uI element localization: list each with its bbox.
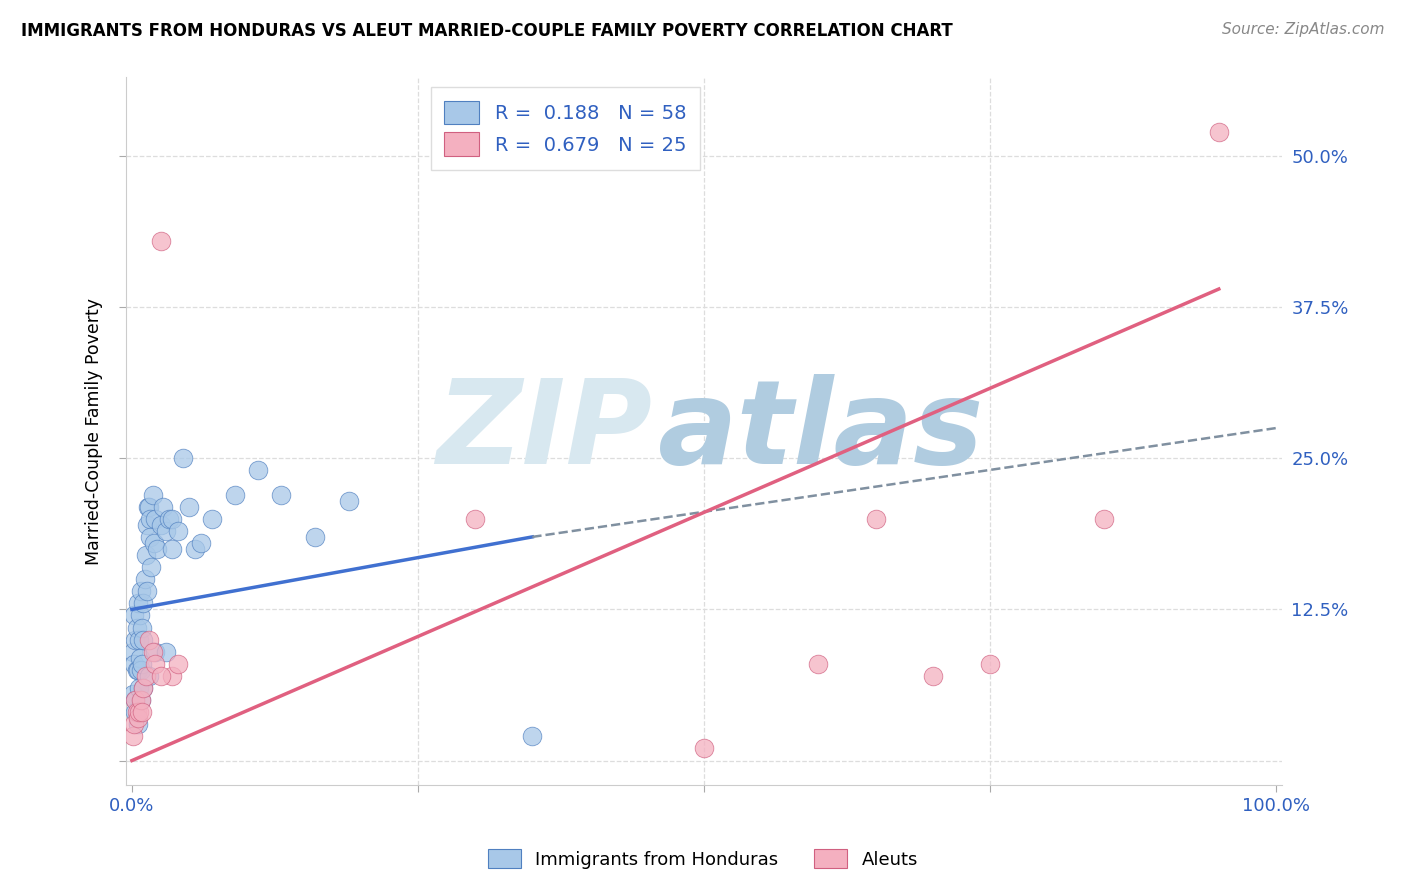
Point xyxy=(135,548,157,562)
Point xyxy=(129,584,152,599)
Point xyxy=(124,705,146,719)
Point xyxy=(146,541,169,556)
Point xyxy=(122,608,145,623)
Point xyxy=(135,517,157,532)
Point xyxy=(139,530,162,544)
Point xyxy=(125,705,148,719)
Point xyxy=(122,717,145,731)
Point xyxy=(122,645,145,659)
Point xyxy=(337,493,360,508)
Point xyxy=(143,512,166,526)
Point xyxy=(143,645,166,659)
Point xyxy=(149,669,172,683)
Point xyxy=(179,500,201,514)
Point xyxy=(127,596,149,610)
Point xyxy=(166,657,188,671)
Point xyxy=(132,681,155,695)
Point xyxy=(128,681,150,695)
Point xyxy=(125,663,148,677)
Point xyxy=(201,512,224,526)
Point xyxy=(921,669,943,683)
Point xyxy=(149,517,172,532)
Point xyxy=(131,657,153,671)
Point xyxy=(1208,125,1230,139)
Point xyxy=(142,536,165,550)
Point xyxy=(124,693,146,707)
Point xyxy=(135,669,157,683)
Point xyxy=(246,463,269,477)
Point xyxy=(143,657,166,671)
Text: IMMIGRANTS FROM HONDURAS VS ALEUT MARRIED-COUPLE FAMILY POVERTY CORRELATION CHAR: IMMIGRANTS FROM HONDURAS VS ALEUT MARRIE… xyxy=(21,22,953,40)
Point xyxy=(131,705,153,719)
Point xyxy=(135,584,157,599)
Point xyxy=(129,693,152,707)
Point xyxy=(127,663,149,677)
Point xyxy=(128,632,150,647)
Point xyxy=(127,711,149,725)
Point xyxy=(138,669,160,683)
Point xyxy=(122,687,145,701)
Point xyxy=(464,512,486,526)
Point xyxy=(141,560,163,574)
Point xyxy=(127,717,149,731)
Legend: R =  0.188   N = 58, R =  0.679   N = 25: R = 0.188 N = 58, R = 0.679 N = 25 xyxy=(430,87,700,169)
Point xyxy=(172,451,194,466)
Y-axis label: Married-Couple Family Poverty: Married-Couple Family Poverty xyxy=(86,298,103,565)
Point xyxy=(160,669,183,683)
Point xyxy=(807,657,830,671)
Point xyxy=(166,524,188,538)
Point xyxy=(270,487,292,501)
Point xyxy=(129,650,152,665)
Point xyxy=(122,730,145,744)
Point xyxy=(132,681,155,695)
Point xyxy=(184,541,207,556)
Point xyxy=(152,500,174,514)
Point xyxy=(155,524,177,538)
Point xyxy=(155,645,177,659)
Point xyxy=(134,572,156,586)
Point xyxy=(124,632,146,647)
Text: ZIP: ZIP xyxy=(436,374,652,489)
Point xyxy=(131,621,153,635)
Point xyxy=(129,663,152,677)
Point xyxy=(160,541,183,556)
Point xyxy=(138,500,160,514)
Text: Source: ZipAtlas.com: Source: ZipAtlas.com xyxy=(1222,22,1385,37)
Point xyxy=(141,645,163,659)
Point xyxy=(149,234,172,248)
Point xyxy=(124,693,146,707)
Point xyxy=(141,487,163,501)
Point xyxy=(132,632,155,647)
Point xyxy=(139,512,162,526)
Point xyxy=(1092,512,1115,526)
Point xyxy=(132,596,155,610)
Point xyxy=(129,608,152,623)
Point xyxy=(979,657,1001,671)
Point xyxy=(224,487,246,501)
Point xyxy=(304,530,326,544)
Point xyxy=(136,500,159,514)
Point xyxy=(865,512,887,526)
Point xyxy=(125,621,148,635)
Point xyxy=(129,693,152,707)
Point xyxy=(122,657,145,671)
Point xyxy=(128,705,150,719)
Text: atlas: atlas xyxy=(658,374,984,489)
Point xyxy=(190,536,212,550)
Point xyxy=(138,632,160,647)
Point xyxy=(160,512,183,526)
Point xyxy=(522,730,544,744)
Point xyxy=(157,512,180,526)
Legend: Immigrants from Honduras, Aleuts: Immigrants from Honduras, Aleuts xyxy=(481,841,925,876)
Point xyxy=(693,741,716,756)
